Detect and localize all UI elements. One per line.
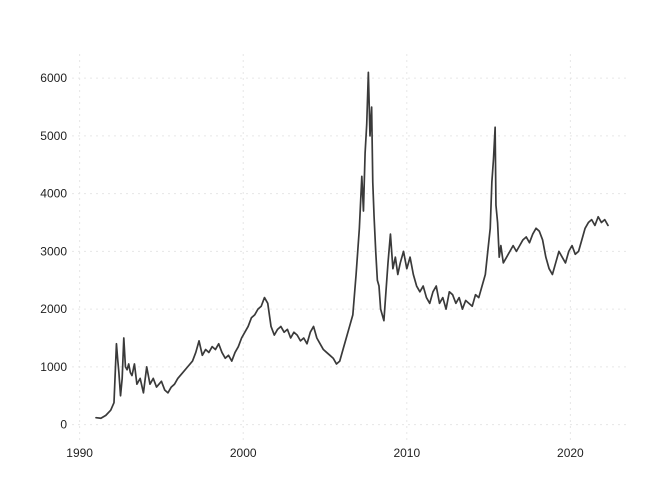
y-tick-label: 1000 bbox=[40, 360, 67, 374]
series-line bbox=[95, 71, 609, 420]
series-group bbox=[95, 71, 609, 420]
y-axis-ticks: 0 1000 2000 3000 4000 5000 6000 bbox=[40, 71, 67, 431]
y-tick-label: 4000 bbox=[40, 187, 67, 201]
y-tick-label: 0 bbox=[60, 418, 67, 432]
y-tick-label: 3000 bbox=[40, 244, 67, 258]
x-tick-label: 2000 bbox=[230, 446, 257, 460]
x-tick-label: 2010 bbox=[393, 446, 420, 460]
y-tick-label: 5000 bbox=[40, 129, 67, 143]
x-tick-label: 1990 bbox=[66, 446, 93, 460]
y-tick-label: 6000 bbox=[40, 71, 67, 85]
x-axis-ticks: 1990 2000 2010 2020 bbox=[66, 446, 584, 460]
y-tick-label: 2000 bbox=[40, 302, 67, 316]
x-tick-label: 2020 bbox=[557, 446, 584, 460]
